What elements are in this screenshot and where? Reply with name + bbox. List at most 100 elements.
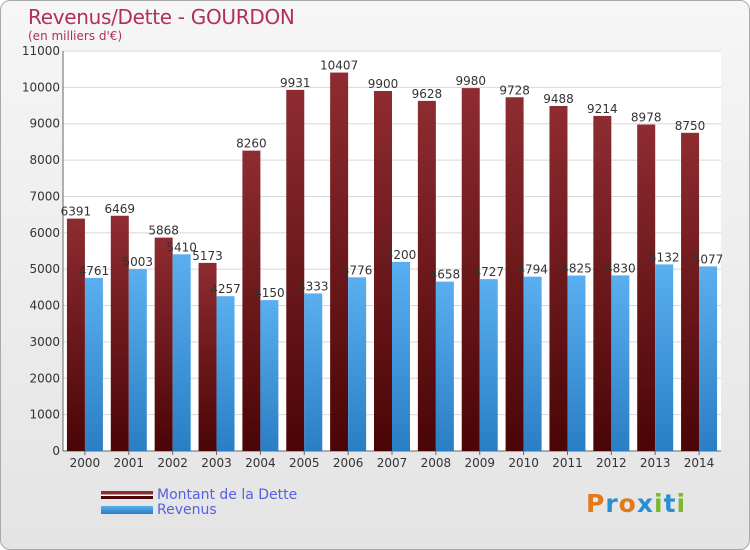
logo-letter: i (676, 489, 687, 518)
data-label-revenus: 4658 (430, 268, 461, 282)
bar-revenus (435, 281, 454, 451)
data-label-revenus: 4825 (561, 262, 592, 276)
x-tick-label: 2010 (508, 456, 539, 470)
y-tick-label: 4000 (29, 299, 60, 313)
data-label-revenus: 4727 (473, 265, 504, 279)
data-label-dette: 9980 (455, 74, 486, 88)
x-tick-label: 2000 (70, 456, 101, 470)
data-label-dette: 9488 (543, 92, 574, 106)
legend-label-revenus: Revenus (157, 501, 217, 518)
logo-letter: P (586, 489, 606, 518)
bar-revenus (523, 276, 542, 451)
bar-dette (330, 72, 349, 452)
bar-revenus (567, 275, 586, 451)
bar-revenus (392, 261, 410, 451)
bar-dette (242, 150, 261, 452)
x-tick-label: 2011 (552, 456, 583, 470)
data-label-revenus: 4761 (79, 264, 110, 278)
bar-revenus (304, 293, 323, 451)
bar-dette (461, 88, 480, 451)
data-label-revenus: 5132 (649, 250, 680, 264)
bar-revenus (128, 269, 147, 451)
data-label-revenus: 5410 (166, 240, 197, 254)
bar-dette (681, 132, 700, 451)
y-tick-label: 7000 (29, 189, 60, 203)
x-tick-label: 2002 (157, 456, 188, 470)
data-label-dette: 9628 (412, 87, 443, 101)
bar-revenus (260, 300, 279, 451)
bar-revenus (655, 264, 674, 451)
bar-dette (417, 100, 436, 452)
data-label-dette: 10407 (320, 59, 358, 73)
bar-dette (110, 215, 129, 451)
data-label-revenus: 4794 (517, 263, 548, 277)
logo-letter: o (618, 489, 637, 518)
data-label-dette: 9214 (587, 102, 618, 116)
data-label-revenus: 5003 (123, 255, 154, 269)
data-label-revenus: 5200 (386, 248, 417, 262)
x-tick-label: 2013 (640, 456, 671, 470)
bar-dette (66, 218, 85, 451)
logo-letter: x (636, 489, 654, 518)
bar-dette (286, 89, 305, 451)
logo-letter: t (663, 489, 677, 518)
y-tick-label: 11000 (22, 44, 60, 58)
data-label-revenus: 5077 (693, 252, 724, 266)
y-tick-label: 3000 (29, 335, 60, 349)
bar-dette (198, 262, 217, 451)
x-tick-label: 2001 (114, 456, 145, 470)
chart-title: Revenus/Dette - GOURDON (28, 5, 295, 29)
x-tick-label: 2012 (596, 456, 627, 470)
data-label-dette: 6391 (61, 205, 92, 219)
legend-swatch-revenus (101, 505, 153, 514)
x-axis: 2000 2001 2002 2003 2004 2005 2006 2007 2008 2009… (70, 451, 715, 470)
y-tick-label: 1000 (29, 408, 60, 422)
bars (66, 72, 718, 452)
y-tick-label: 2000 (29, 371, 60, 385)
legend-label-dette: Montant de la Dette (157, 486, 298, 503)
y-tick-label: 6000 (29, 226, 60, 240)
bar-revenus (216, 296, 235, 451)
x-tick-label: 2005 (289, 456, 320, 470)
bar-dette (505, 97, 524, 451)
x-tick-label: 2006 (333, 456, 364, 470)
data-label-dette: 6469 (105, 202, 136, 216)
data-label-revenus: 4776 (342, 263, 373, 277)
x-tick-label: 2007 (377, 456, 408, 470)
bar-revenus (172, 254, 191, 451)
bar-revenus (479, 279, 498, 451)
bar-revenus (84, 277, 103, 451)
y-tick-label: 0 (52, 444, 60, 458)
data-label-revenus: 4150 (254, 286, 285, 300)
legend-item-dette: Montant de la Dette (101, 486, 298, 503)
data-label-dette: 9931 (280, 76, 311, 90)
data-label-dette: 9728 (499, 83, 530, 97)
y-tick-label: 10000 (22, 80, 60, 94)
data-label-revenus: 4830 (605, 261, 636, 275)
bar-dette (154, 237, 173, 451)
data-label-dette: 8978 (631, 111, 662, 125)
legend-swatch-dette (101, 490, 153, 499)
data-labels: 6391 6469 5868 5173 8260 9931 10407 9900 9628 998… (61, 59, 724, 301)
data-label-dette: 8260 (236, 137, 267, 151)
legend: Montant de la Dette Revenus (101, 486, 298, 518)
bar-dette (637, 124, 656, 451)
logo-letter: r (605, 489, 619, 518)
data-label-dette: 5173 (192, 249, 223, 263)
proxiti-logo: Proxiti (586, 489, 686, 518)
y-tick-label: 5000 (29, 262, 60, 276)
bar-dette (593, 115, 612, 451)
bar-revenus (611, 275, 630, 451)
x-tick-label: 2009 (464, 456, 495, 470)
y-tick-label: 8000 (29, 153, 60, 167)
data-label-dette: 8750 (675, 119, 706, 133)
x-tick-label: 2003 (201, 456, 232, 470)
data-label-dette: 9900 (368, 77, 399, 91)
y-tick-label: 9000 (29, 117, 60, 131)
x-tick-label: 2004 (245, 456, 276, 470)
bar-revenus (348, 277, 367, 451)
x-tick-label: 2008 (421, 456, 452, 470)
x-tick-label: 2014 (684, 456, 715, 470)
